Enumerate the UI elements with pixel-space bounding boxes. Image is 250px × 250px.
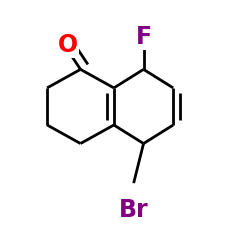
Text: F: F <box>136 25 152 49</box>
Text: Br: Br <box>119 198 148 222</box>
Text: O: O <box>58 33 78 57</box>
